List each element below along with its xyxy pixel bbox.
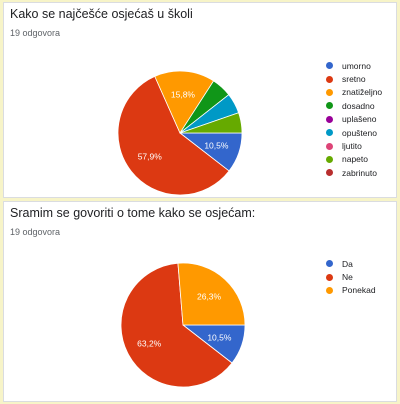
legend-label: ljutito [342,141,362,152]
legend-label: Ne [342,272,353,283]
slice-label-umorno: 10,5% [204,140,229,150]
legend-swatch [326,155,333,163]
legend-item-uplaseno: uplašeno [326,113,382,126]
pie-chart-feelings: 10,5% 57,9% 15,8% [117,70,243,196]
legend-label: sretno [342,74,366,85]
pie-slice-sretno [117,75,230,196]
slice-label-ne: 63,2% [137,338,162,348]
pie-slice-napeto [179,112,243,134]
legend-label: napeto [342,154,368,165]
legend-item-dosadno: dosadno [326,99,382,112]
legend-swatch [326,75,333,83]
legend-item-umorno: umorno [326,59,382,72]
legend-swatch [326,129,333,137]
pie-slice-znatizeljno [154,70,215,134]
legend-item-znatizeljno: znatiželjno [326,86,382,99]
legend-label: uplašeno [342,114,377,125]
legend-label: znatiželjno [342,87,383,98]
legend-item-da: Da [326,257,376,270]
response-count: 19 odgovora [10,227,61,237]
legend-feelings: umorno sretno znatiželjno dosadno uplašeno op… [326,59,382,180]
legend-item-sretno: sretno [326,72,382,85]
legend-item-ponekad: Ponekad [326,284,376,297]
legend-swatch [326,169,333,177]
slice-label-da: 10,5% [207,332,232,342]
question-title: Kako se najčešće osjećaš u školi [10,7,193,21]
legend-label: zabrinuto [342,167,377,178]
pie-slice-ponekad [177,262,246,326]
legend-item-ne: Ne [326,270,376,283]
legend-item-ljutito: ljutito [326,139,382,152]
response-count: 19 odgovora [10,28,61,38]
legend-swatch [326,142,333,150]
legend-item-zabrinuto: zabrinuto [326,166,382,179]
legend-swatch [326,260,333,268]
legend-label: dosadno [342,100,375,111]
legend-shame: Da Ne Ponekad [326,257,376,297]
legend-label: umorno [342,60,371,71]
slice-label-znatizeljno: 15,8% [171,90,196,100]
chart-card-shame: Sramim se govoriti o tome kako se osjeća… [3,201,397,402]
legend-swatch [326,62,333,70]
pie-chart-shame: 10,5% 63,2% 26,3% [120,262,246,388]
slice-label-sretno: 57,9% [138,152,163,162]
legend-item-napeto: napeto [326,153,382,166]
legend-swatch [326,102,333,110]
legend-swatch [326,273,333,281]
legend-swatch [326,115,333,123]
legend-label: Da [342,258,353,269]
question-title: Sramim se govoriti o tome kako se osjeća… [10,206,256,220]
slice-label-ponekad: 26,3% [197,292,222,302]
legend-item-opusteno: opušteno [326,126,382,139]
legend-swatch [326,286,333,294]
pie-slice-ne [120,262,233,388]
legend-label: Ponekad [342,285,376,296]
legend-swatch [326,88,333,96]
chart-card-feelings: Kako se najčešće osjećaš u školi 19 odgo… [3,2,397,198]
legend-label: opušteno [342,127,377,138]
